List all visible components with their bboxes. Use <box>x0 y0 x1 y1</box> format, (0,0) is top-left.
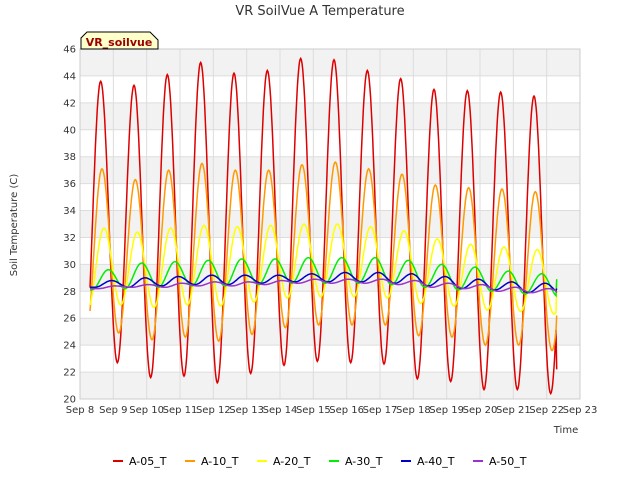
y-tick-label: 22 <box>63 368 76 379</box>
plot-band <box>80 49 580 76</box>
x-tick-label: Sep 16 <box>329 405 364 416</box>
series-line-A-20_T <box>89 223 558 315</box>
plot-frame <box>79 48 581 400</box>
y-tick-label: 44 <box>63 71 76 82</box>
legend-label-A-10_T: A-10_T <box>201 455 239 468</box>
x-tick-label: Sep 9 <box>99 405 127 416</box>
y-tick-label: 30 <box>63 260 76 271</box>
x-tick-label: Sep 21 <box>496 405 531 416</box>
series-line-A-30_T <box>90 256 558 298</box>
y-axis-label: Soil Temperature (C) <box>9 174 20 277</box>
y-tick-label: 42 <box>63 98 76 109</box>
y-tick-label: 34 <box>63 206 76 217</box>
x-tick-label: Sep 11 <box>163 405 198 416</box>
site-badge-box <box>80 31 159 50</box>
plot-background-bands <box>80 49 580 399</box>
legend-label-A-40_T: A-40_T <box>417 455 455 468</box>
y-tick-label: 28 <box>63 287 76 298</box>
x-tick-label: Sep 19 <box>429 405 464 416</box>
legend-label-A-05_T: A-05_T <box>129 455 167 468</box>
series-line-A-40_T <box>90 271 558 294</box>
y-tick-label: 20 <box>63 395 76 406</box>
plot-band <box>80 372 580 399</box>
x-tick-label: Sep 15 <box>296 405 331 416</box>
x-tick-label: Sep 17 <box>363 405 398 416</box>
x-tick-label: Sep 22 <box>529 405 564 416</box>
y-tick-label: 36 <box>63 179 76 190</box>
x-tick-label: Sep 20 <box>463 405 498 416</box>
x-tick-label: Sep 8 <box>66 405 94 416</box>
site-badge-label: VR_soilvue <box>86 36 153 49</box>
series-line-A-05_T <box>89 56 558 396</box>
x-tick-label: Sep 13 <box>229 405 264 416</box>
y-tick-label: 26 <box>63 314 76 325</box>
plot-band <box>80 156 580 184</box>
plot-band <box>80 318 580 346</box>
chart-title: VR SoilVue A Temperature <box>235 4 404 19</box>
x-axis-label: Time <box>553 425 578 436</box>
site-badge: VR_soilvue <box>80 31 159 50</box>
x-tick-label: Sep 10 <box>129 405 164 416</box>
legend-label-A-20_T: A-20_T <box>273 455 311 468</box>
legend-label-A-30_T: A-30_T <box>345 455 383 468</box>
x-tick-label: Sep 14 <box>263 405 298 416</box>
y-tick-labels: 20 22 24 26 28 30 32 34 36 38 40 42 44 46 <box>63 45 76 406</box>
x-tick-label: Sep 12 <box>196 405 231 416</box>
y-tick-label: 46 <box>63 45 76 56</box>
x-tick-label: Sep 18 <box>396 405 431 416</box>
plot-band <box>80 210 580 238</box>
legend: A-05_T A-10_T A-20_T A-30_T A-40_T A-50_T <box>113 455 527 468</box>
legend-label-A-50_T: A-50_T <box>489 455 527 468</box>
x-tick-label: Sep 23 <box>563 405 598 416</box>
y-tick-label: 24 <box>63 341 76 352</box>
y-tick-label: 32 <box>63 233 76 244</box>
y-tick-label: 40 <box>63 125 76 136</box>
series-line-A-10_T <box>89 161 558 352</box>
y-tick-label: 38 <box>63 152 76 163</box>
series-line-A-50_T <box>90 278 558 294</box>
series-lines <box>89 56 558 396</box>
